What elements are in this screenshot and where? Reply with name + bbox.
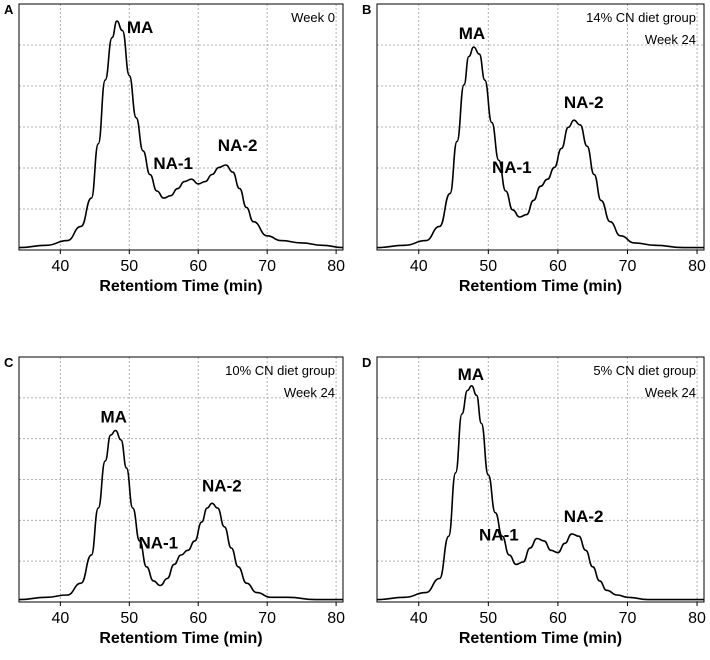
chromatogram-line-a xyxy=(18,20,344,249)
x-axis-label-c: Retentiom Time (min) xyxy=(99,630,262,647)
condition-label-b: Week 24 xyxy=(645,32,696,47)
peak-label-na-1: NA-1 xyxy=(492,158,532,177)
peak-label-na-2: NA-2 xyxy=(564,507,604,526)
plot-frame-d xyxy=(376,356,705,603)
peak-label-na-1: NA-1 xyxy=(153,154,193,173)
x-axis-label-b: Retentiom Time (min) xyxy=(459,278,622,295)
x-tick-label: 60 xyxy=(549,258,567,275)
x-tick-label: 80 xyxy=(327,258,345,275)
x-tick-label: 60 xyxy=(549,610,567,627)
peak-label-na-2: NA-2 xyxy=(202,476,242,495)
x-tick-label: 40 xyxy=(410,610,428,627)
x-tick-label: 60 xyxy=(189,258,207,275)
x-tick-label: 40 xyxy=(51,258,69,275)
x-tick-label: 80 xyxy=(688,258,706,275)
panel-letter-d: D xyxy=(362,355,371,370)
condition-label-a: Week 0 xyxy=(291,10,335,25)
peak-label-na-1: NA-1 xyxy=(479,526,519,545)
plot-frame-c xyxy=(18,356,344,603)
condition-label-d: Week 24 xyxy=(645,385,696,400)
x-axis-label-d: Retentiom Time (min) xyxy=(459,630,622,647)
x-tick-label: 40 xyxy=(410,258,428,275)
x-tick-label: 60 xyxy=(189,610,207,627)
x-axis-label-a: Retentiom Time (min) xyxy=(99,278,262,295)
x-tick-label: 40 xyxy=(51,610,69,627)
chromatogram-line-b xyxy=(376,46,704,249)
condition-label-c: Week 24 xyxy=(284,385,335,400)
condition-label-b: 14% CN diet group xyxy=(586,10,696,25)
condition-label-d: 5% CN diet group xyxy=(593,363,696,378)
peak-label-ma: MA xyxy=(101,407,127,426)
x-tick-label: 70 xyxy=(619,610,637,627)
plot-frame-b xyxy=(376,3,705,251)
x-tick-label: 70 xyxy=(258,258,276,275)
x-tick-label: 50 xyxy=(479,258,497,275)
x-tick-label: 50 xyxy=(120,258,138,275)
x-tick-label: 80 xyxy=(688,610,706,627)
peak-label-ma: MA xyxy=(127,18,153,37)
peak-label-na-2: NA-2 xyxy=(564,93,604,112)
peak-label-ma: MA xyxy=(459,24,485,43)
x-tick-label: 70 xyxy=(619,258,637,275)
panel-letter-c: C xyxy=(4,355,14,370)
condition-label-c: 10% CN diet group xyxy=(225,363,335,378)
plot-frame-a xyxy=(18,3,344,251)
chromatogram-line-c xyxy=(18,429,343,601)
peak-label-na-1: NA-1 xyxy=(138,534,178,553)
peak-label-ma: MA xyxy=(458,365,484,384)
panel-letter-a: A xyxy=(4,2,14,17)
peak-label-na-2: NA-2 xyxy=(218,136,258,155)
x-tick-label: 50 xyxy=(120,610,138,627)
x-tick-label: 80 xyxy=(327,610,345,627)
x-tick-label: 70 xyxy=(258,610,276,627)
panel-letter-b: B xyxy=(362,2,371,17)
x-tick-label: 50 xyxy=(479,610,497,627)
chromatogram-line-d xyxy=(376,384,704,601)
